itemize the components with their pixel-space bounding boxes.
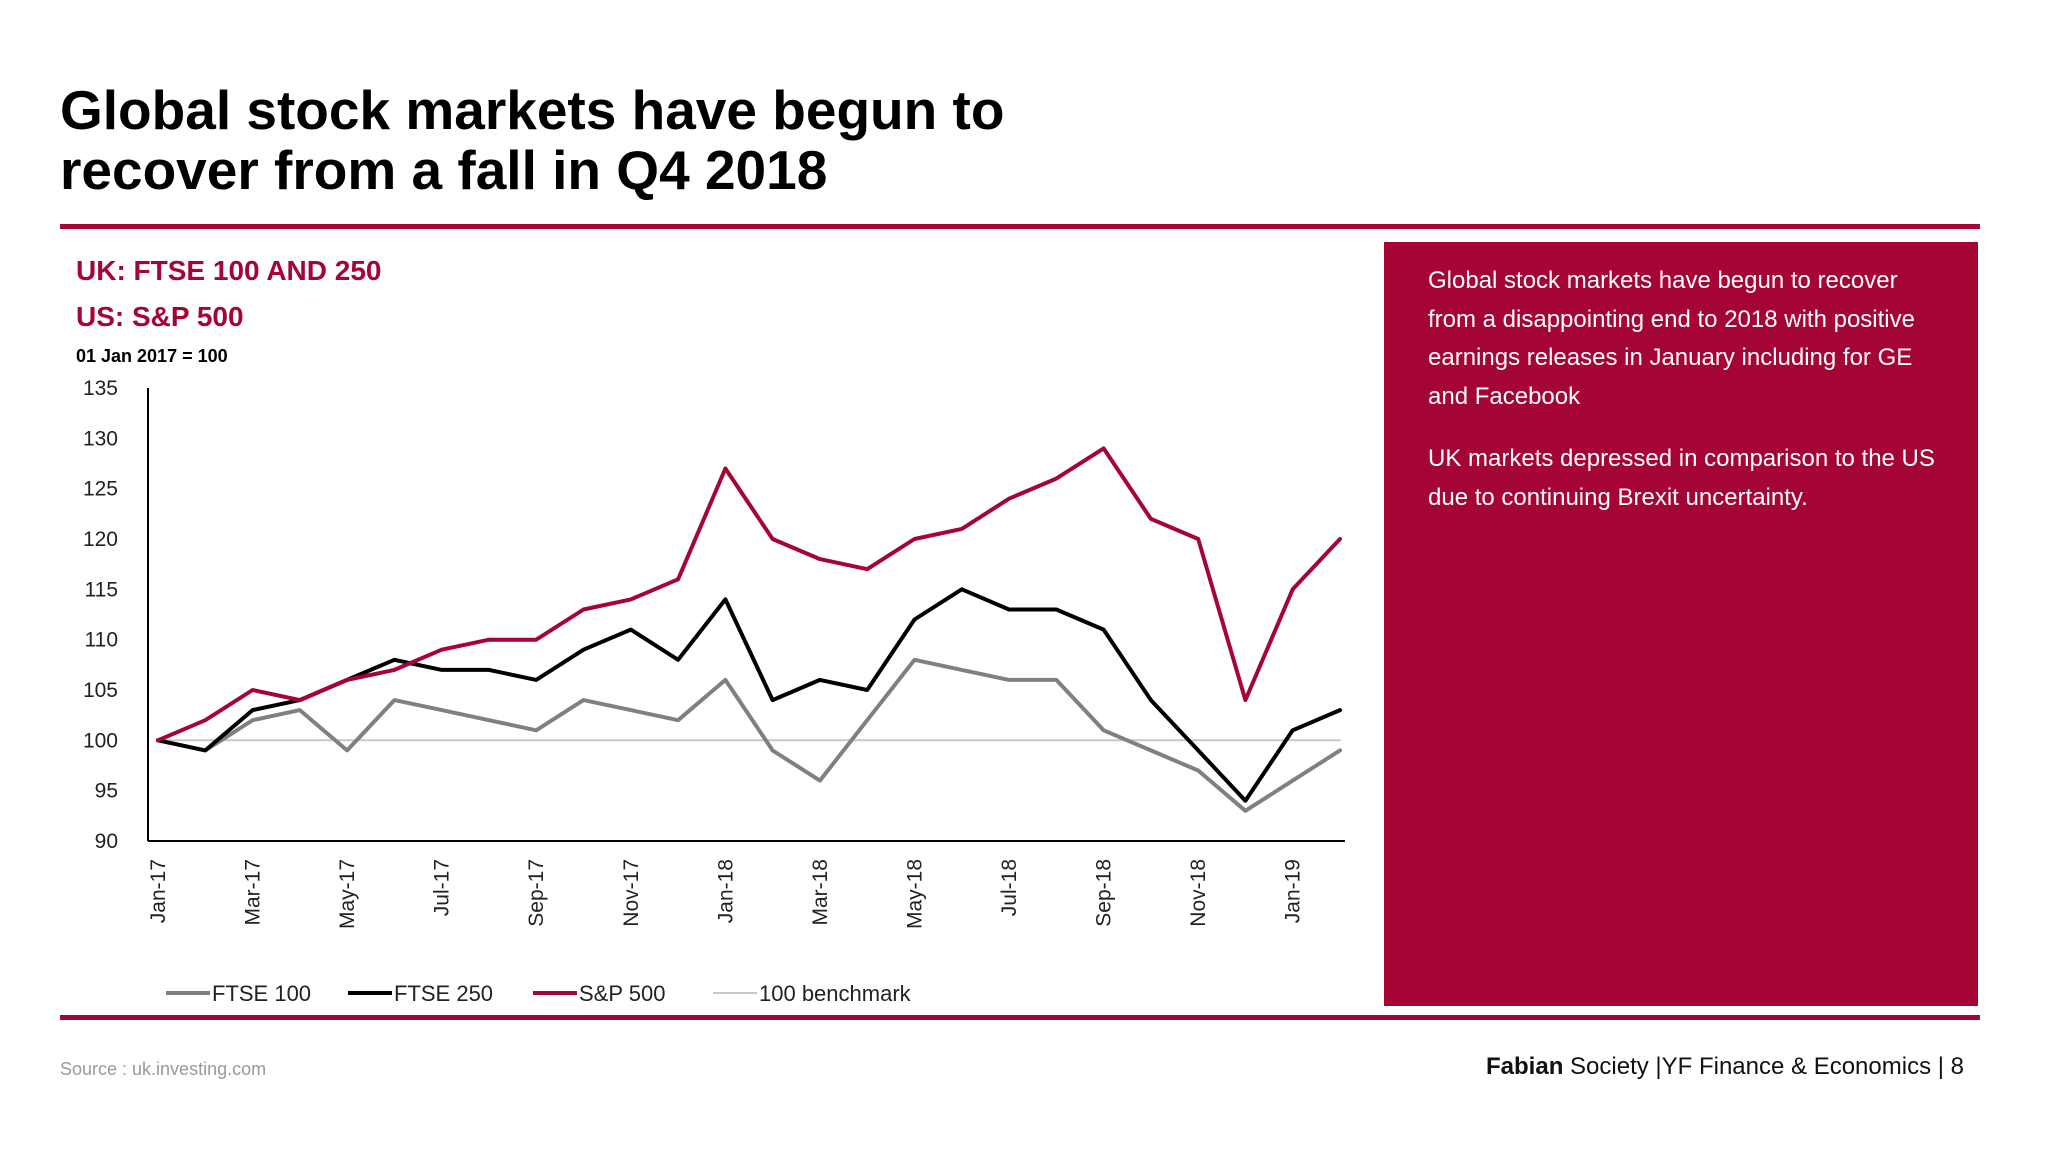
y-tick-label: 115 [85, 578, 118, 601]
y-tick-label: 95 [95, 780, 118, 803]
commentary-paragraph-1: Global stock markets have begun to recov… [1428, 267, 1915, 410]
y-tick-label: 130 [83, 427, 118, 450]
y-tick-label: 90 [95, 830, 118, 853]
y-tick-label: 100 [83, 729, 118, 752]
slide-title-line-2: recover from a fall in Q4 2018 [60, 139, 828, 201]
legend-label: FTSE 250 [394, 981, 493, 1006]
x-tick-label: May-17 [336, 859, 359, 929]
stock-index-line-chart: 90 95 100 105 110 115 120 125 130 135 Jan-17 Mar-17… [83, 377, 1345, 1006]
chart-base-note: 01 Jan 2017 = 100 [76, 346, 228, 366]
x-tick-label: Nov-17 [620, 859, 643, 927]
x-tick-label: Mar-17 [242, 859, 265, 926]
slide-title-line-1: Global stock markets have begun to [60, 79, 1005, 141]
y-tick-label: 110 [85, 629, 118, 652]
legend-label: 100 benchmark [759, 981, 912, 1006]
series-line-ftse-250 [156, 587, 1342, 803]
y-tick-label: 105 [83, 679, 118, 702]
x-tick-label: Sep-17 [525, 859, 548, 927]
footer-brand-rest: Society |YF Finance & Economics | 8 [1563, 1053, 1964, 1080]
chart-heading-uk: UK: FTSE 100 AND 250 [76, 255, 382, 286]
top-divider [60, 224, 1980, 229]
legend-label: FTSE 100 [212, 981, 311, 1006]
legend-label: S&P 500 [579, 981, 665, 1006]
chart-heading-us: US: S&P 500 [76, 301, 244, 332]
y-tick-label: 125 [83, 478, 118, 501]
x-tick-label: May-18 [903, 859, 926, 929]
y-tick-label: 120 [83, 528, 118, 551]
x-tick-label: Jan-17 [147, 859, 170, 923]
bottom-divider [60, 1015, 1980, 1020]
series-line-s-p-500 [156, 446, 1342, 743]
x-tick-label: Jan-18 [714, 859, 737, 923]
x-tick-label: Jul-18 [998, 859, 1021, 916]
source-note: Source : uk.investing.com [60, 1059, 267, 1079]
x-tick-label: Sep-18 [1093, 859, 1116, 927]
x-tick-label: Jan-19 [1282, 859, 1305, 923]
commentary-panel: Global stock markets have begun to recov… [1384, 242, 1978, 1006]
footer-brand: Fabian Society |YF Finance & Economics |… [1486, 1053, 1964, 1081]
y-tick-label: 135 [83, 377, 118, 400]
chart-header: UK: FTSE 100 AND 250 US: S&P 500 01 Jan … [76, 248, 382, 367]
footer-brand-bold: Fabian [1486, 1053, 1564, 1080]
x-tick-label: Nov-18 [1187, 859, 1210, 927]
series-line-ftse-100 [156, 657, 1342, 813]
commentary-paragraph-2: UK markets depressed in comparison to th… [1428, 445, 1935, 511]
x-tick-label: Jul-17 [431, 859, 454, 916]
slide-title: Global stock markets have begun to recov… [60, 80, 1160, 200]
x-tick-label: Mar-18 [809, 859, 832, 926]
